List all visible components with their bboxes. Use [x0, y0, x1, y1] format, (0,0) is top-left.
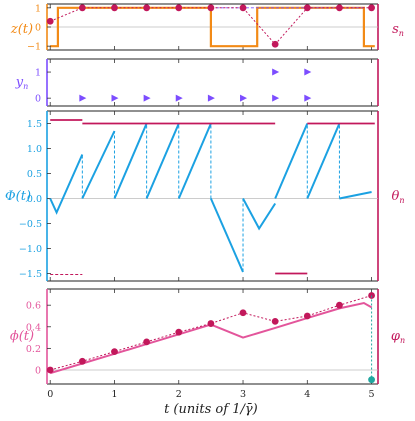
- varphi-point-9: [336, 301, 343, 309]
- sn-point-4: [175, 4, 183, 12]
- phi-ytick-label: 0.0: [27, 194, 42, 205]
- sn-point-8: [303, 4, 311, 12]
- varphi-label-subscript: n: [400, 336, 405, 345]
- phi-ytick-label: −0.5: [19, 219, 42, 230]
- phi-sawtooth-segment-9: [339, 191, 372, 200]
- sn-point-0: [46, 17, 54, 25]
- phi-ytick-label: 1.0: [27, 144, 42, 155]
- yn-marker-2: [143, 94, 151, 102]
- sn-label-subscript: n: [399, 29, 404, 38]
- sn-axis-label: sn: [392, 22, 404, 38]
- y-ytick-label: 0: [35, 94, 41, 105]
- phi-sawtooth-segment-3: [145, 123, 180, 199]
- sn-point-1: [78, 4, 86, 12]
- yn-marker-3: [175, 94, 183, 102]
- varphi-point-8: [303, 312, 311, 320]
- phi-ytick-label: −1.0: [19, 244, 42, 255]
- theta-axis-label: θn: [392, 189, 405, 205]
- phi-sawtooth-segment-0: [49, 154, 84, 215]
- phismall-axis-label: ϕ(t): [10, 329, 34, 344]
- phi-ytick-label: 1.5: [27, 119, 42, 130]
- varphi-point-1: [78, 357, 86, 365]
- z-ytick-label: 0: [35, 23, 41, 34]
- teal-point: [368, 376, 375, 384]
- yn-marker-8: [272, 68, 280, 76]
- phismall-ytick-label: 0.4: [26, 322, 41, 333]
- z-axis-label: z(t): [10, 22, 33, 37]
- sn-point-7: [271, 40, 279, 48]
- yn-axis-label: yn: [15, 75, 29, 91]
- yn-marker-9: [304, 68, 312, 76]
- sn-point-2: [111, 4, 118, 12]
- z-ytick-label: −1: [27, 42, 41, 53]
- y-ytick-label: 1: [35, 68, 41, 79]
- phi-sawtooth-segment-4: [177, 123, 212, 199]
- x-axis-label: t (units of 1/γ̄): [164, 402, 258, 417]
- varphi-point-3: [143, 338, 151, 346]
- phi-sawtooth-segment-1: [81, 130, 116, 199]
- yn-marker-7: [304, 94, 312, 102]
- yn-marker-4: [207, 94, 215, 102]
- varphi-point-10: [368, 292, 375, 299]
- phi-sawtooth-segment-5: [209, 198, 244, 273]
- sn-point-9: [336, 4, 343, 12]
- phi-axis-label: Φ(t): [5, 189, 31, 204]
- x-tick-label: 0: [47, 389, 53, 400]
- yn-marker-1: [111, 94, 119, 102]
- phi-sawtooth-segment-2: [113, 123, 148, 199]
- z-ytick-label: 1: [35, 3, 41, 14]
- varphi-point-6: [239, 309, 247, 317]
- phismall-ytick-label: 0.2: [26, 344, 41, 355]
- yn-marker-5: [240, 94, 248, 102]
- x-tick-label: 5: [369, 389, 375, 400]
- sn-point-10: [368, 4, 375, 12]
- yn-label-subscript: n: [23, 82, 28, 91]
- z-step-line: [50, 6, 375, 48]
- sn-point-6: [239, 4, 247, 12]
- x-tick-label: 3: [240, 389, 246, 400]
- x-tick-label: 2: [176, 389, 182, 400]
- phi-sawtooth-segment-6: [242, 198, 277, 231]
- yn-marker-0: [79, 94, 87, 102]
- x-tick-label: 4: [304, 389, 310, 400]
- phismall-curve: [49, 301, 373, 375]
- phismall-ytick-label: 0: [35, 365, 41, 376]
- x-tick-label: 1: [111, 389, 117, 400]
- varphi-point-7: [271, 317, 279, 325]
- sn-point-5: [207, 4, 215, 12]
- phi-ytick-label: −1.5: [19, 269, 42, 280]
- varphi-point-2: [111, 348, 118, 356]
- varphi-point-5: [207, 320, 215, 327]
- phismall-ytick-label: 0.6: [26, 301, 41, 312]
- phi-sawtooth-segment-7: [274, 123, 309, 199]
- varphi-axis-label: φn: [391, 329, 405, 345]
- varphi-point-4: [175, 328, 183, 336]
- yn-marker-6: [272, 94, 280, 102]
- varphi-point-0: [46, 366, 54, 374]
- phi-ytick-label: 0.5: [27, 169, 42, 180]
- phi-sawtooth-segment-8: [306, 123, 341, 199]
- theta-label-subscript: n: [399, 196, 404, 205]
- sn-point-3: [143, 4, 151, 12]
- sn-dotted-line: [50, 7, 372, 46]
